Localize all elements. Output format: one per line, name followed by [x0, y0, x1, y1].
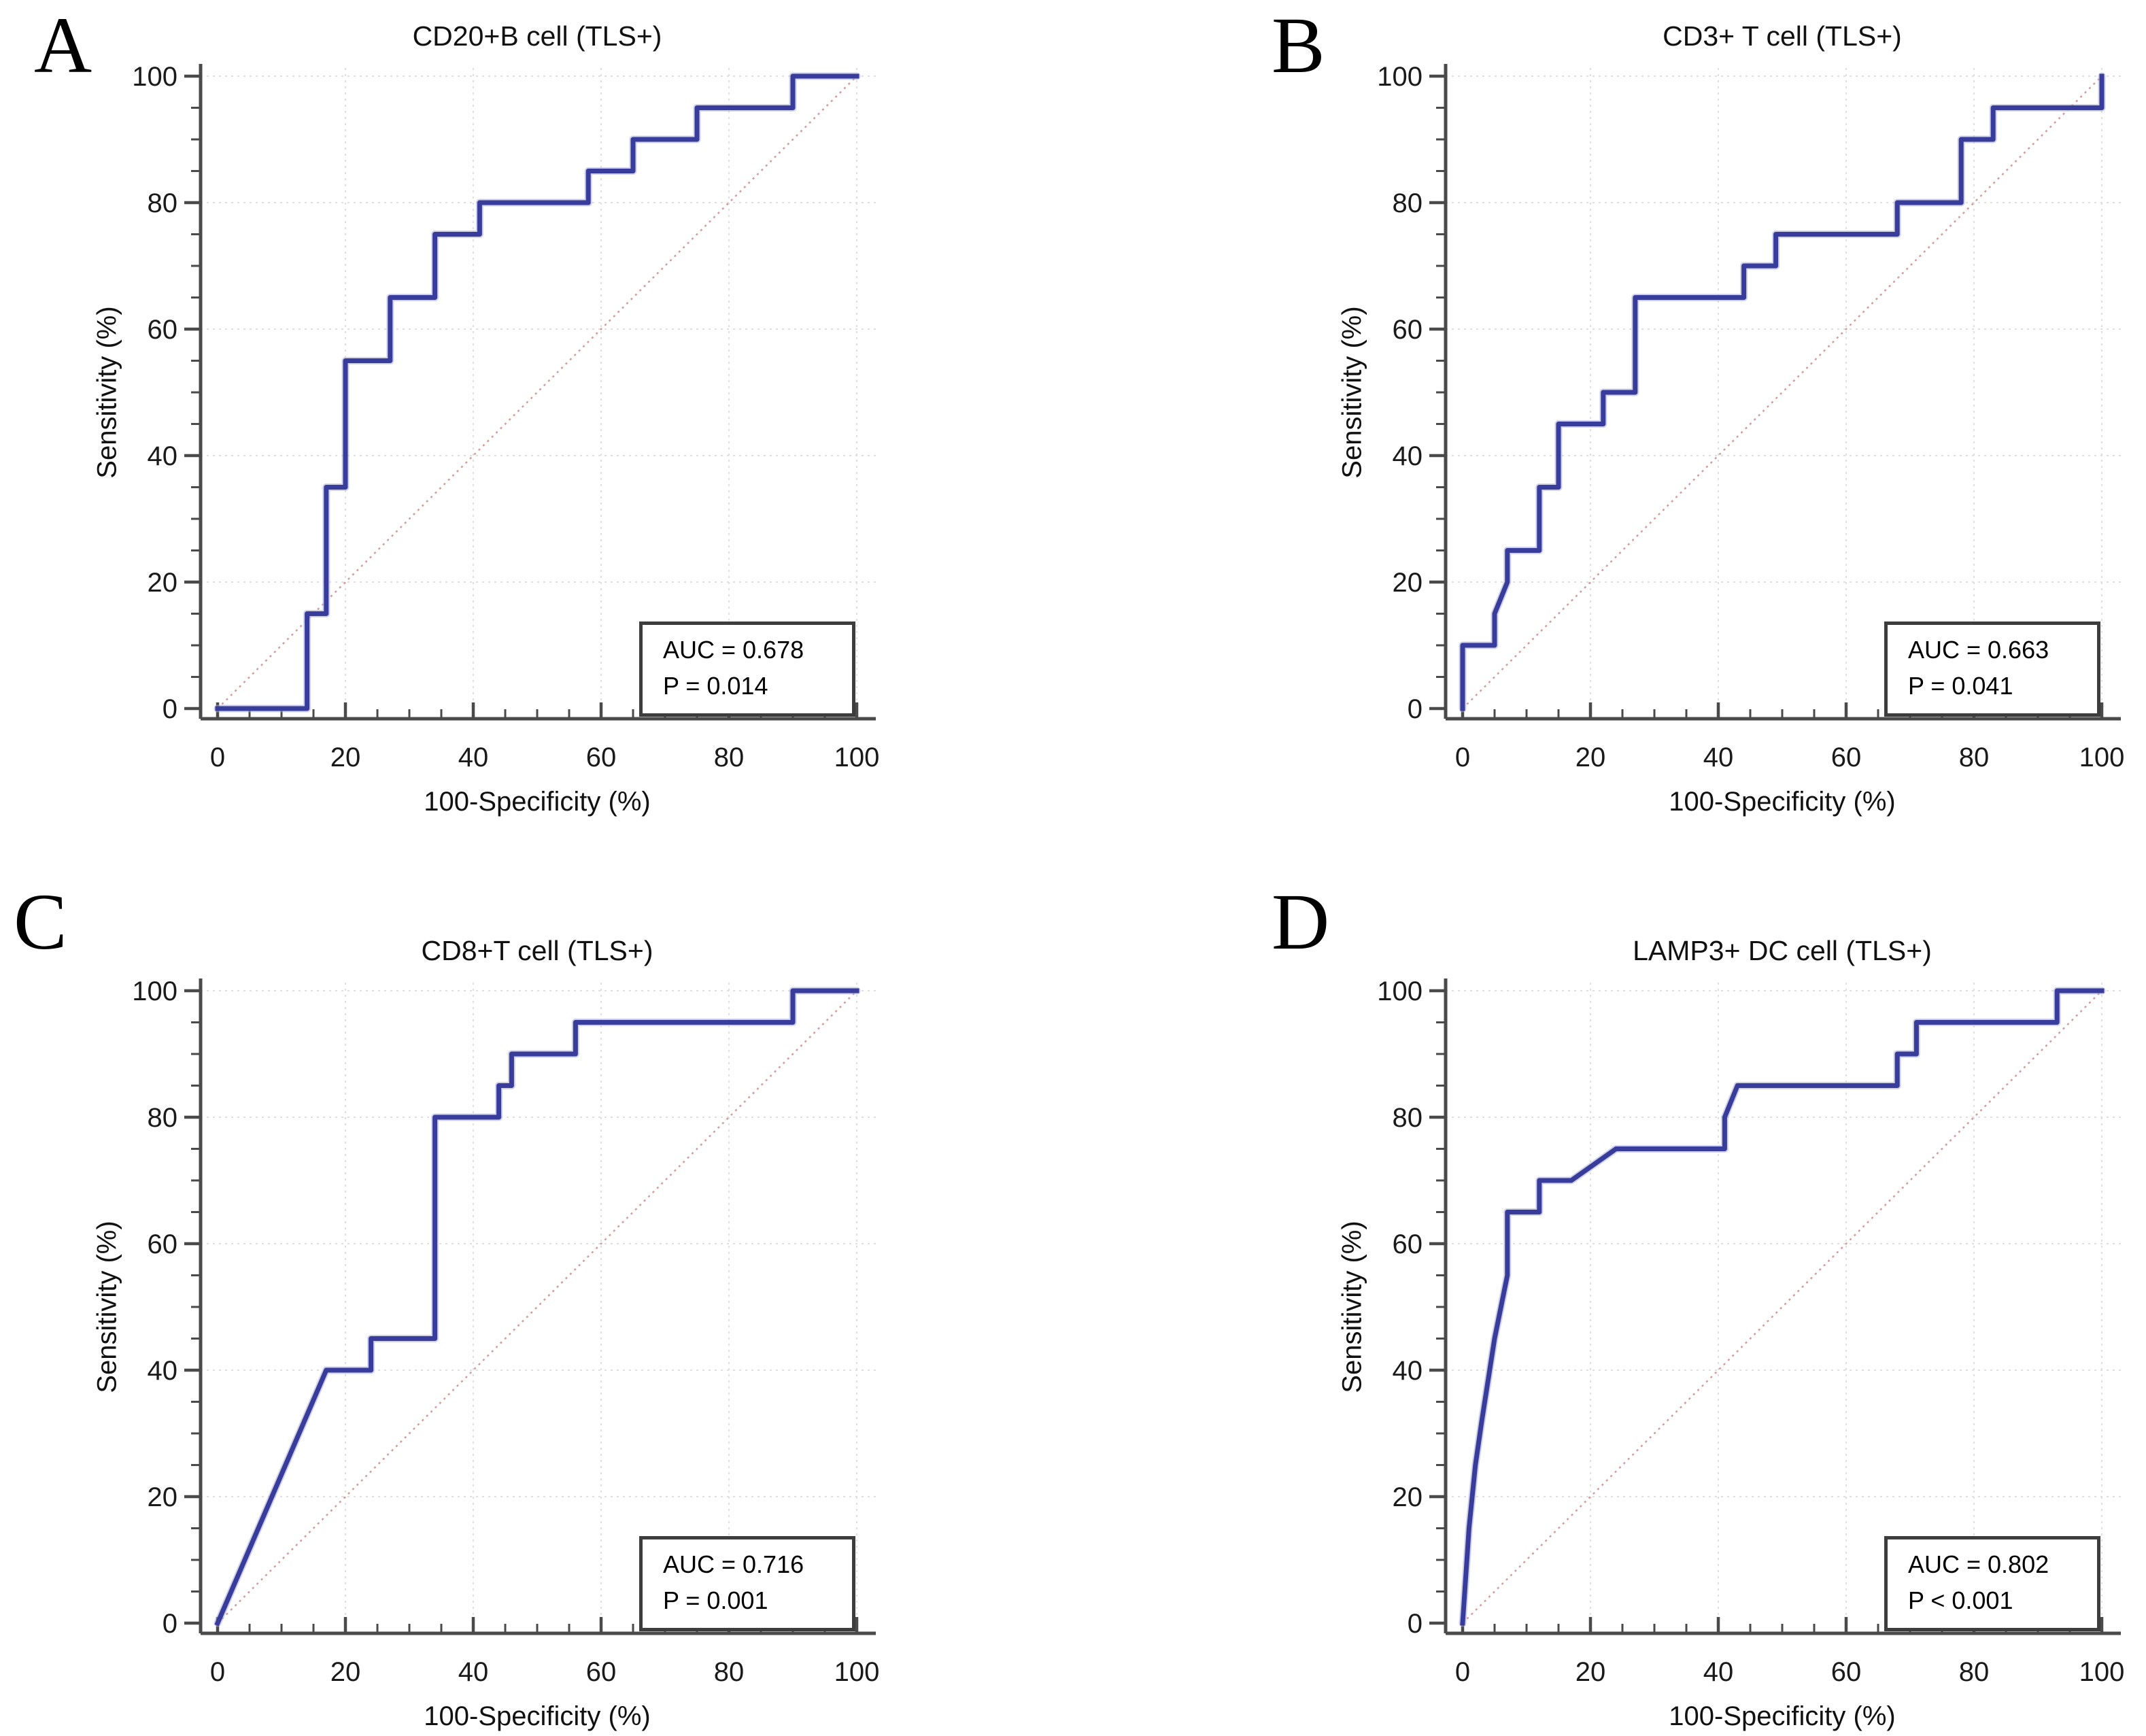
y-tick-label: 80 [1393, 1103, 1423, 1133]
y-tick-label: 100 [1377, 62, 1423, 92]
roc-curve [1460, 988, 2105, 1626]
auc-box-b: AUC = 0.663 P = 0.041 [1884, 622, 2100, 717]
x-tick-label: 0 [1455, 1657, 1470, 1687]
y-tick-label: 40 [1393, 1356, 1423, 1386]
chart-title-b: CD3+ T cell (TLS+) [1663, 20, 1902, 52]
diagonal-reference-line [217, 990, 857, 1624]
roc-curve [215, 73, 859, 711]
panel-letter-a: A [34, 1, 92, 90]
x-axis-label-b: 100-Specificity (%) [1669, 787, 1896, 817]
y-tick-label: 100 [1377, 976, 1423, 1006]
roc-curve [214, 988, 859, 1627]
y-tick-label: 100 [132, 62, 177, 92]
x-tick-label: 60 [1831, 743, 1862, 772]
diagonal-reference-line [1462, 75, 2102, 709]
auc-box-d: AUC = 0.802 P < 0.001 [1884, 1536, 2100, 1631]
auc-box-c: AUC = 0.716 P = 0.001 [639, 1536, 855, 1631]
y-tick-label: 80 [148, 188, 178, 218]
auc-value: AUC = 0.802 [1908, 1550, 2049, 1578]
y-tick-label: 0 [1408, 694, 1423, 724]
chart-title-a: CD20+B cell (TLS+) [412, 20, 662, 52]
y-tick-label: 20 [148, 1482, 178, 1512]
roc-chart-c: 0 20 40 60 80 100 0 20 40 60 80 100 [132, 976, 880, 1687]
p-value: P = 0.041 [1908, 672, 2013, 700]
chart-title-c: CD8+T cell (TLS+) [421, 935, 653, 966]
y-tick-label: 60 [1393, 1229, 1423, 1259]
p-value: P < 0.001 [1908, 1586, 2013, 1614]
y-tick-label: 20 [148, 568, 178, 598]
y-tick-label: 60 [148, 315, 178, 345]
x-tick-label: 60 [586, 1657, 617, 1687]
auc-value: AUC = 0.678 [663, 636, 804, 664]
roc-chart-d: 0 20 40 60 80 100 0 20 40 60 80 100 [1377, 976, 2125, 1687]
x-axis-label-a: 100-Specificity (%) [424, 787, 651, 817]
y-tick-label: 100 [132, 976, 177, 1006]
x-tick-label: 80 [1959, 1657, 1990, 1687]
panel-letter-d: D [1272, 877, 1330, 966]
roc-curve [1460, 73, 2105, 711]
y-tick-label: 80 [148, 1103, 178, 1133]
y-tick-label: 0 [163, 694, 177, 724]
y-tick-label: 0 [163, 1609, 177, 1639]
y-tick-label: 80 [1393, 188, 1423, 218]
x-tick-label: 20 [330, 743, 361, 772]
x-tick-label: 20 [1576, 1657, 1606, 1687]
y-tick-label: 40 [1393, 441, 1423, 471]
x-tick-label: 40 [1703, 1657, 1734, 1687]
x-tick-label: 40 [458, 1657, 489, 1687]
panel-d: D LAMP3+ DC cell (TLS+) Sensitivity (%) … [1073, 868, 2146, 1736]
auc-value: AUC = 0.663 [1908, 636, 2049, 664]
x-tick-label: 0 [210, 1657, 225, 1687]
x-tick-label: 60 [1831, 1657, 1862, 1687]
auc-box-a: AUC = 0.678 P = 0.014 [639, 622, 855, 717]
x-tick-label: 40 [458, 743, 489, 772]
x-tick-label: 0 [1455, 743, 1470, 772]
y-tick-label: 20 [1393, 1482, 1423, 1512]
panel-letter-c: C [14, 877, 67, 966]
panel-a: A CD20+B cell (TLS+) Sensitivity (%) 100… [0, 0, 1073, 868]
x-tick-label: 20 [1576, 743, 1606, 772]
x-tick-label: 80 [714, 1657, 745, 1687]
x-tick-label: 60 [586, 743, 617, 772]
x-tick-label: 100 [834, 743, 880, 772]
y-tick-label: 20 [1393, 568, 1423, 598]
x-tick-label: 80 [1959, 743, 1990, 772]
y-tick-label: 60 [148, 1229, 178, 1259]
panel-b: B CD3+ T cell (TLS+) Sensitivity (%) 100… [1073, 0, 2146, 868]
roc-chart-b: 0 20 40 60 80 100 0 20 40 60 80 100 [1377, 62, 2125, 772]
y-tick-label: 40 [148, 1356, 178, 1386]
p-value: P = 0.001 [663, 1586, 768, 1614]
y-tick-label: 60 [1393, 315, 1423, 345]
x-tick-label: 80 [714, 743, 745, 772]
x-axis-label-d: 100-Specificity (%) [1669, 1701, 1896, 1731]
x-tick-label: 100 [2079, 743, 2125, 772]
chart-title-d: LAMP3+ DC cell (TLS+) [1633, 935, 1932, 966]
x-tick-label: 100 [2079, 1657, 2125, 1687]
p-value: P = 0.014 [663, 672, 768, 700]
x-tick-label: 100 [834, 1657, 880, 1687]
x-tick-label: 20 [330, 1657, 361, 1687]
panel-c: C CD8+T cell (TLS+) Sensitivity (%) 100-… [0, 868, 1073, 1736]
x-tick-label: 40 [1703, 743, 1734, 772]
panel-letter-b: B [1272, 1, 1325, 90]
x-tick-label: 0 [210, 743, 225, 772]
y-tick-label: 40 [148, 441, 178, 471]
auc-value: AUC = 0.716 [663, 1550, 804, 1578]
x-axis-label-c: 100-Specificity (%) [424, 1701, 651, 1731]
y-tick-label: 0 [1408, 1609, 1423, 1639]
roc-chart-a: 0 20 40 60 80 100 0 20 40 60 80 100 [132, 62, 880, 772]
